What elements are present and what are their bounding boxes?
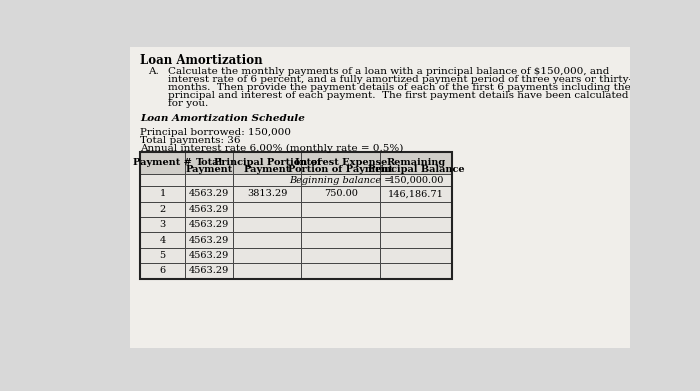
Bar [381,174,452,186]
Text: 150,000.00: 150,000.00 [389,176,444,185]
Text: 4: 4 [160,236,166,245]
Bar [302,217,381,233]
Bar [233,233,302,248]
Bar [140,248,185,263]
Text: months.  Then provide the payment details of each of the first 6 payments includ: months. Then provide the payment details… [168,83,631,92]
Bar [381,217,452,233]
Bar [88,47,130,348]
Text: Interest Expense: Interest Expense [295,158,387,167]
Bar [140,174,185,186]
Bar [233,186,302,202]
Text: 4563.29: 4563.29 [189,220,230,229]
Bar [185,263,233,279]
Text: Loan Amortization: Loan Amortization [140,54,262,67]
Text: Beginning balance =: Beginning balance = [289,176,393,185]
Text: Principal Portion of: Principal Portion of [214,158,321,167]
Text: 4563.29: 4563.29 [189,267,230,276]
Text: Total: Total [195,158,223,167]
Text: Principal borrowed: 150,000: Principal borrowed: 150,000 [140,128,291,137]
Bar [233,217,302,233]
Bar [140,152,185,174]
Text: Principal Balance: Principal Balance [368,165,464,174]
Text: A.: A. [148,67,159,76]
Text: Total payments: 36: Total payments: 36 [140,136,241,145]
Text: Payment #: Payment # [133,158,192,167]
Bar [185,233,233,248]
Text: Payment: Payment [186,165,233,174]
Text: 4563.29: 4563.29 [189,205,230,214]
Bar [233,202,302,217]
Bar [381,202,452,217]
Text: for you.: for you. [168,99,209,108]
Bar [302,202,381,217]
Bar [233,152,302,174]
Text: 750.00: 750.00 [324,190,358,199]
Text: 146,186.71: 146,186.71 [389,190,444,199]
Bar [140,263,185,279]
Text: 1: 1 [160,190,166,199]
Text: 5: 5 [160,251,166,260]
Text: Loan Amortization Schedule: Loan Amortization Schedule [140,114,305,123]
Bar [302,248,381,263]
Text: Payment: Payment [244,165,291,174]
Text: 4563.29: 4563.29 [189,251,230,260]
Text: 4563.29: 4563.29 [189,190,230,199]
Bar [302,186,381,202]
Bar [140,217,185,233]
Bar [140,233,185,248]
Bar [381,248,452,263]
Bar [140,186,185,202]
Text: 4563.29: 4563.29 [189,236,230,245]
Text: 2: 2 [160,205,166,214]
Bar [302,174,381,186]
Text: 6: 6 [160,267,166,276]
Text: 3813.29: 3813.29 [247,190,288,199]
Text: Annual interest rate 6.00% (monthly rate = 0.5%): Annual interest rate 6.00% (monthly rate… [140,144,404,153]
Bar [381,186,452,202]
Bar [140,202,185,217]
Text: Portion of Payment: Portion of Payment [288,165,393,174]
Bar [381,263,452,279]
Bar [302,263,381,279]
Bar [185,248,233,263]
Bar [185,217,233,233]
Text: Remaining: Remaining [386,158,446,167]
Text: 3: 3 [160,220,166,229]
Text: principal and interest of each payment.  The first payment details have been cal: principal and interest of each payment. … [168,91,629,100]
Bar [185,174,233,186]
Bar [185,152,233,174]
Bar [185,186,233,202]
Bar [233,263,302,279]
Bar [381,152,452,174]
Bar [185,202,233,217]
Bar [381,233,452,248]
Text: interest rate of 6 percent, and a fully amortized payment period of three years : interest rate of 6 percent, and a fully … [168,75,647,84]
Text: Calculate the monthly payments of a loan with a principal balance of $150,000, a: Calculate the monthly payments of a loan… [168,67,610,76]
Bar [140,152,452,279]
Bar [302,152,381,174]
Bar [233,174,302,186]
Bar [302,233,381,248]
Bar [233,248,302,263]
